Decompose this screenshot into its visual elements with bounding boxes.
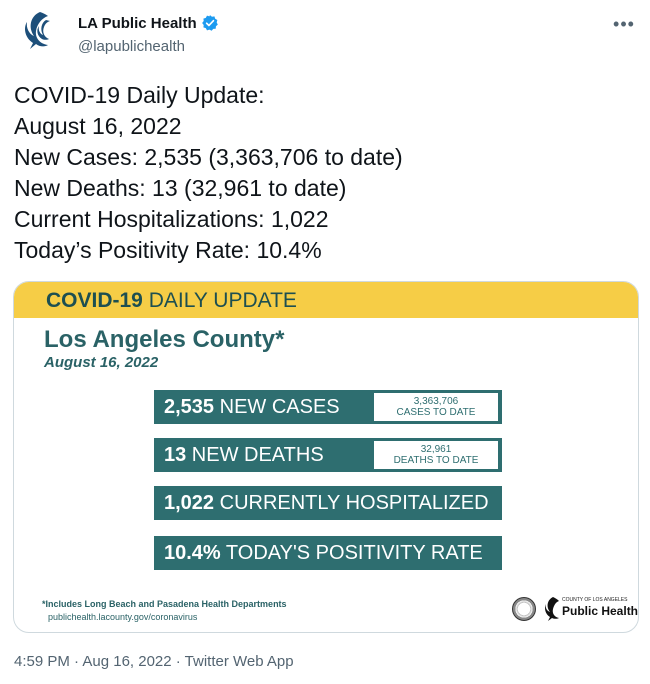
tweet-text: COVID-19 Daily Update: August 16, 2022 N…	[14, 80, 634, 266]
card-footnote: *Includes Long Beach and Pasadena Health…	[42, 599, 287, 609]
to-date-box: 3,363,706 CASES TO DATE	[374, 393, 498, 421]
card-banner: COVID-19 DAILY UPDATE	[14, 282, 638, 318]
stat-label: 13 NEW DEATHS	[154, 444, 324, 467]
card-url: publichealth.lacounty.gov/coronavirus	[48, 612, 198, 622]
avatar[interactable]	[14, 6, 62, 54]
tweet-line: New Deaths: 13 (32,961 to date)	[14, 175, 347, 201]
stat-text: TODAY'S POSITIVITY RATE	[220, 541, 483, 564]
tweet-timestamp[interactable]: 4:59 PM · Aug 16, 2022 · Twitter Web App	[14, 653, 294, 670]
stat-value: 1,022	[164, 491, 215, 514]
stat-positivity: 10.4% TODAY'S POSITIVITY RATE	[154, 536, 502, 570]
card-date: August 16, 2022	[44, 354, 159, 371]
stat-label: 10.4% TODAY'S POSITIVITY RATE	[154, 542, 483, 565]
to-date-value: 32,961	[420, 444, 452, 455]
display-name[interactable]: LA Public Health	[78, 14, 219, 32]
logo-small-text: COUNTY OF LOS ANGELES	[562, 597, 628, 603]
more-options-icon[interactable]: •••	[613, 13, 635, 34]
logo-big-text: Public Health	[562, 604, 639, 618]
tweet-line: Current Hospitalizations: 1,022	[14, 206, 329, 232]
to-date-box: 32,961 DEATHS TO DATE	[374, 441, 498, 469]
display-name-text[interactable]: LA Public Health	[78, 14, 197, 32]
county-seal-icon	[512, 597, 536, 621]
public-health-logo: COUNTY OF LOS ANGELES Public Health	[544, 595, 638, 623]
author-block[interactable]: LA Public Health @lapublichealth	[78, 14, 219, 55]
tweet-header: LA Public Health @lapublichealth •••	[14, 6, 636, 62]
handle[interactable]: @lapublichealth	[78, 38, 185, 55]
stat-label: 1,022 CURRENTLY HOSPITALIZED	[154, 492, 489, 515]
la-public-health-logo-icon	[25, 12, 50, 49]
media-card[interactable]: COVID-19 DAILY UPDATE Los Angeles County…	[13, 281, 639, 633]
stat-text: CURRENTLY HOSPITALIZED	[214, 491, 489, 514]
to-date-label: CASES TO DATE	[396, 407, 476, 418]
stat-text: NEW CASES	[214, 395, 340, 418]
county-title: Los Angeles County*	[44, 326, 285, 353]
verified-badge-icon	[201, 15, 218, 31]
to-date-label: DEATHS TO DATE	[393, 455, 479, 466]
tweet-line: New Cases: 2,535 (3,363,706 to date)	[14, 144, 403, 170]
tweet-line: Today’s Positivity Rate: 10.4%	[14, 237, 322, 263]
banner-rest: DAILY UPDATE	[142, 289, 297, 312]
tweet-line: August 16, 2022	[14, 113, 182, 139]
stat-label: 2,535 NEW CASES	[154, 396, 340, 419]
stat-new-deaths: 13 NEW DEATHS 32,961 DEATHS TO DATE	[154, 438, 502, 472]
stat-hospitalized: 1,022 CURRENTLY HOSPITALIZED	[154, 486, 502, 520]
stat-value: 13	[164, 443, 187, 466]
tweet-line: COVID-19 Daily Update:	[14, 82, 265, 108]
stat-value: 10.4%	[164, 541, 221, 564]
to-date-value: 3,363,706	[413, 396, 459, 407]
banner-title: COVID-19 DAILY UPDATE	[46, 289, 297, 313]
stat-value: 2,535	[164, 395, 215, 418]
banner-bold: COVID-19	[46, 289, 143, 312]
stat-text: NEW DEATHS	[186, 443, 324, 466]
public-health-mark-icon	[545, 597, 559, 621]
stat-new-cases: 2,535 NEW CASES 3,363,706 CASES TO DATE	[154, 390, 502, 424]
